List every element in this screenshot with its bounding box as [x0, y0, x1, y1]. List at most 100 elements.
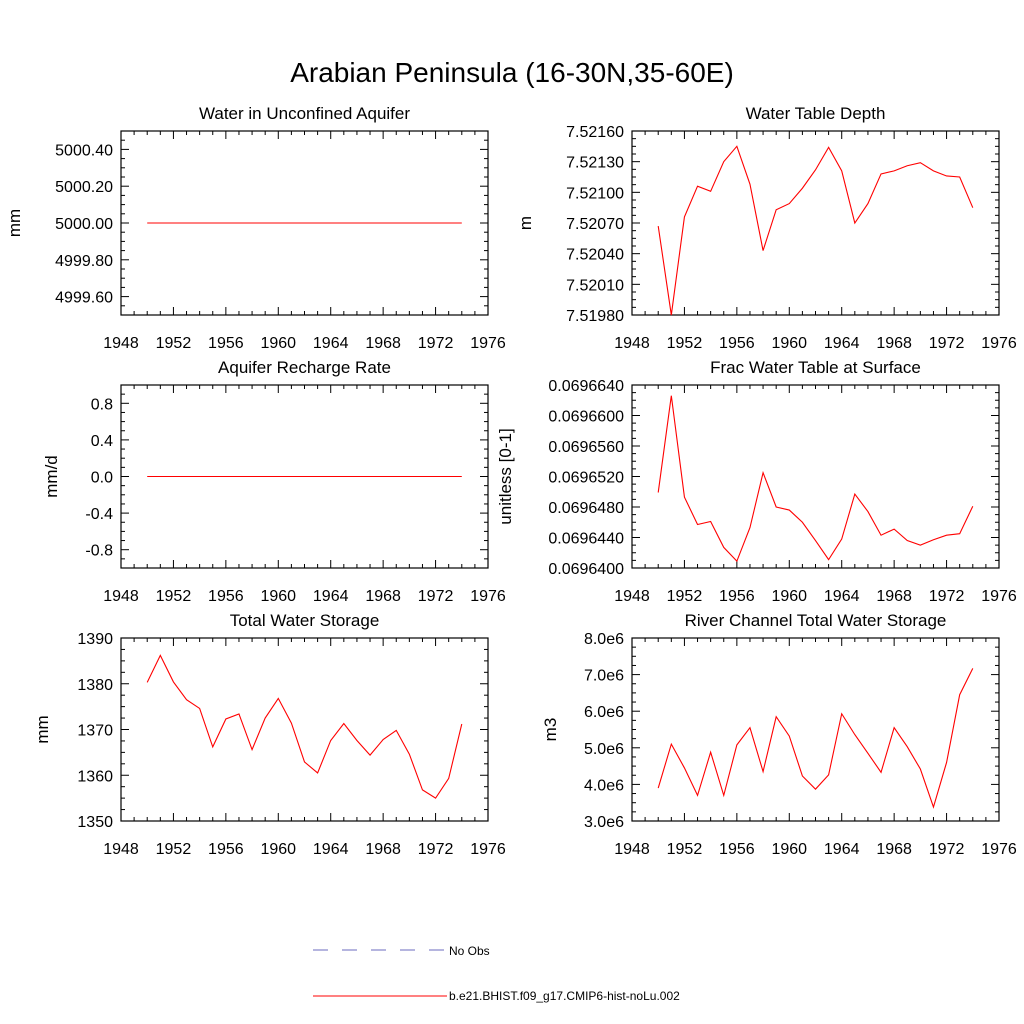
y-tick-label: 0.0696560	[548, 439, 624, 456]
y-tick-label: 7.52040	[566, 247, 624, 264]
x-tick-label: 1976	[470, 588, 506, 605]
x-tick-label: 1968	[365, 841, 401, 858]
x-tick-label: 1976	[981, 588, 1017, 605]
y-tick-label: 0.0696640	[548, 378, 624, 395]
y-tick-label: 7.52100	[566, 185, 624, 202]
y-axis-label: m3	[541, 718, 560, 742]
x-tick-label: 1948	[103, 588, 139, 605]
panel-title: Water Table Depth	[746, 104, 886, 123]
x-tick-label: 1960	[771, 841, 807, 858]
panel-frac-water-table-at-surface: 1948 1952 1956 1960 1964 1968 1972 1976 0.069640…	[496, 358, 1017, 605]
y-tick-label: 5000.20	[55, 179, 113, 196]
x-tick-label: 1952	[667, 335, 703, 352]
y-tick-label: 7.52070	[566, 216, 624, 233]
y-tick-label: 3.0e6	[584, 814, 624, 831]
x-tick-label: 1968	[876, 335, 912, 352]
panel-total-water-storage: 1948 1952 1956 1960 1964 1968 1972 1976 1350 1360…	[33, 611, 506, 858]
x-tick-label: 1960	[260, 841, 296, 858]
x-tick-label: 1964	[313, 335, 349, 352]
y-tick-label: 8.0e6	[584, 631, 624, 648]
y-tick-label: 4.0e6	[584, 777, 624, 794]
y-axis-label: unitless [0-1]	[496, 428, 515, 524]
legend-model-run-label: b.e21.BHIST.f09_g17.CMIP6-hist-noLu.002	[449, 989, 680, 1003]
y-tick-label: 5000.40	[55, 142, 113, 159]
y-tick-label: 5000.00	[55, 216, 113, 233]
x-tick-label: 1964	[824, 841, 860, 858]
x-tick-label: 1964	[313, 588, 349, 605]
x-tick-label: 1956	[208, 841, 244, 858]
y-tick-label: 1370	[77, 723, 113, 740]
x-tick-label: 1952	[667, 588, 703, 605]
y-tick-label: 1360	[77, 768, 113, 785]
y-tick-label: -0.8	[85, 543, 113, 560]
panel-title: Water in Unconfined Aquifer	[199, 104, 410, 123]
y-tick-label: 0.0696440	[548, 531, 624, 548]
y-tick-label: 0.0696520	[548, 470, 624, 487]
x-tick-label: 1968	[876, 841, 912, 858]
x-tick-label: 1948	[103, 841, 139, 858]
y-axis-label: m	[516, 216, 535, 230]
y-tick-label: 0.8	[91, 396, 113, 413]
x-tick-label: 1956	[719, 588, 755, 605]
x-tick-label: 1972	[418, 841, 454, 858]
panel-river-channel-total-water-storage: 1948 1952 1956 1960 1964 1968 1972 1976 3.0e6 4.0…	[541, 611, 1017, 858]
x-tick-label: 1964	[824, 335, 860, 352]
x-tick-label: 1960	[771, 588, 807, 605]
y-tick-label: 7.52160	[566, 124, 624, 141]
x-tick-label: 1976	[470, 335, 506, 352]
y-tick-label: 6.0e6	[584, 704, 624, 721]
y-tick-label: 1390	[77, 631, 113, 648]
x-tick-label: 1976	[470, 841, 506, 858]
plot-frame	[631, 130, 1000, 316]
y-tick-label: 7.0e6	[584, 668, 624, 685]
x-tick-label: 1964	[313, 841, 349, 858]
y-tick-label: 5.0e6	[584, 741, 624, 758]
y-axis-label: mm/d	[42, 455, 61, 498]
x-tick-label: 1948	[614, 841, 650, 858]
x-tick-label: 1956	[208, 588, 244, 605]
x-tick-label: 1960	[260, 335, 296, 352]
series-line	[657, 668, 974, 809]
x-tick-label: 1968	[876, 588, 912, 605]
panel-title: Frac Water Table at Surface	[710, 358, 921, 377]
legend-no-obs-label: No Obs	[449, 944, 490, 958]
y-tick-label: 7.51980	[566, 308, 624, 325]
x-tick-label: 1968	[365, 335, 401, 352]
y-tick-label: 0.0696600	[548, 409, 624, 426]
page-title: Arabian Peninsula (16-30N,35-60E)	[290, 57, 734, 88]
y-tick-label: 7.52130	[566, 155, 624, 172]
x-tick-label: 1972	[929, 588, 965, 605]
x-tick-label: 1972	[418, 335, 454, 352]
plot-frame	[631, 637, 1000, 822]
y-tick-label: 0.0696480	[548, 500, 624, 517]
y-tick-label: -0.4	[85, 506, 113, 523]
y-tick-label: 0.4	[91, 433, 113, 450]
x-tick-label: 1972	[418, 588, 454, 605]
panel-title: River Channel Total Water Storage	[685, 611, 947, 630]
panel-water-table-depth: 1948 1952 1956 1960 1964 1968 1972 1976 7.51980 7…	[516, 104, 1017, 352]
x-tick-label: 1948	[614, 588, 650, 605]
y-tick-label: 0.0	[91, 470, 113, 487]
y-tick-label: 0.0696400	[548, 561, 624, 578]
panel-title: Aquifer Recharge Rate	[218, 358, 391, 377]
plot-frame	[120, 637, 489, 822]
series-line	[657, 395, 974, 563]
x-tick-label: 1976	[981, 841, 1017, 858]
x-tick-label: 1956	[719, 335, 755, 352]
x-tick-label: 1952	[667, 841, 703, 858]
y-tick-label: 1350	[77, 814, 113, 831]
series-line	[657, 145, 974, 316]
y-tick-label: 1380	[77, 677, 113, 694]
y-tick-label: 7.52010	[566, 277, 624, 294]
panel-title: Total Water Storage	[230, 611, 380, 630]
x-tick-label: 1956	[208, 335, 244, 352]
x-tick-label: 1952	[156, 335, 192, 352]
y-axis-label: mm	[33, 715, 52, 743]
panel-aquifer-recharge-rate: 1948 1952 1956 1960 1964 1968 1972 1976 -0.8 -0.4…	[42, 358, 506, 605]
x-tick-label: 1956	[719, 841, 755, 858]
x-tick-label: 1964	[824, 588, 860, 605]
x-tick-label: 1948	[614, 335, 650, 352]
legend: No Obs b.e21.BHIST.f09_g17.CMIP6-hist-no…	[313, 944, 680, 1003]
x-tick-label: 1960	[260, 588, 296, 605]
